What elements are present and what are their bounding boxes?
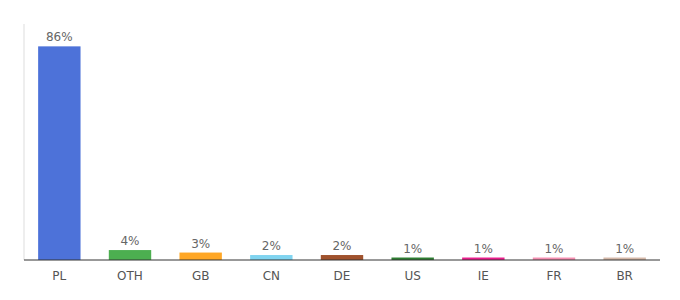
x-tick-label: CN [263,269,280,283]
data-label: 3% [191,237,210,251]
data-label: 4% [120,234,139,248]
x-tick-label: US [404,269,420,283]
bar [179,253,221,260]
x-tick-label: DE [334,269,351,283]
bar [321,255,363,260]
data-label: 1% [474,242,493,256]
x-tick-label: BR [616,269,633,283]
data-label: 2% [262,239,281,253]
chart-container: 86% 4% 3% 2% 2% 1% 1% 1% 1% PL OTH GB CN DE US IE FR BR [0,0,680,300]
x-tick-label: OTH [117,269,143,283]
x-axis-line [24,260,660,261]
background [0,0,680,300]
bar [109,250,151,260]
data-label: 86% [46,30,73,44]
x-tick-label: GB [192,269,210,283]
bar [38,46,80,260]
data-label: 1% [615,242,634,256]
data-label: 2% [332,239,351,253]
data-label: 1% [403,242,422,256]
data-label: 1% [544,242,563,256]
chart: 86% 4% 3% 2% 2% 1% 1% 1% 1% PL OTH GB CN DE US IE FR BR [0,0,680,300]
y-axis-line [24,24,25,260]
x-tick-label: IE [478,269,489,283]
x-tick-label: FR [546,269,561,283]
bar [250,255,292,260]
x-tick-label: PL [52,269,66,283]
bars [38,46,646,260]
